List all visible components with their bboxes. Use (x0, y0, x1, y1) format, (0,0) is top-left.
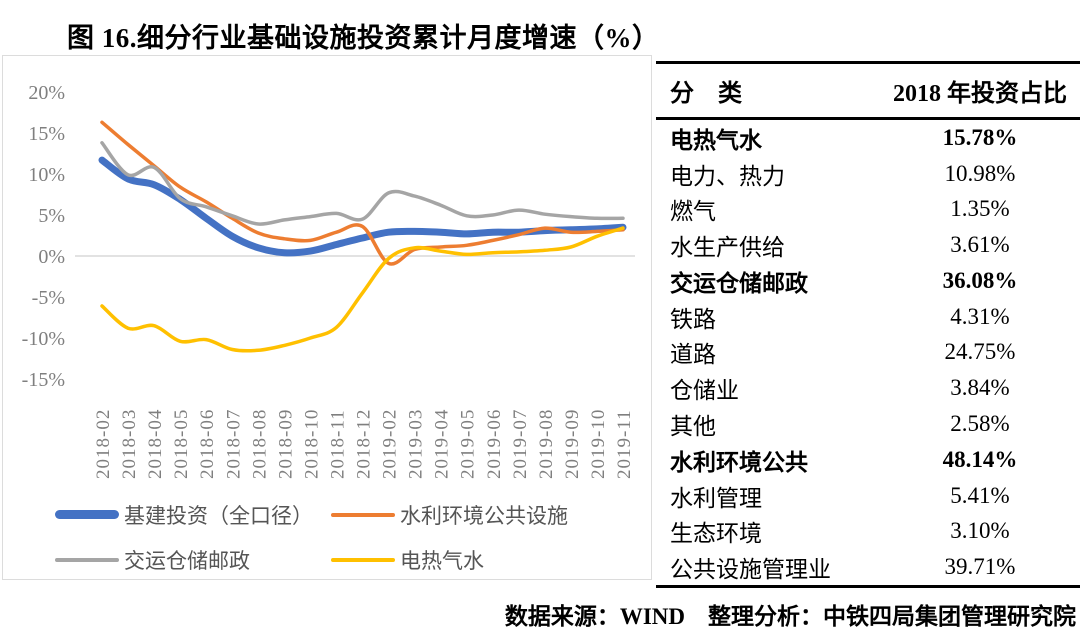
x-tick-label: 2018-04 (145, 409, 166, 479)
growth-line-chart-panel: 20% 15% 10% 5% 0% -5% -10% -15% 2018-02 2018-03 20… (2, 55, 652, 580)
share-cell: 36.08% (942, 267, 1018, 293)
table-row: 铁路 4.31% (656, 299, 1080, 335)
x-tick-label: 2018-02 (93, 409, 114, 479)
table-row: 道路 24.75% (656, 335, 1080, 371)
x-tick-label: 2019-02 (380, 409, 401, 479)
series-line-1 (100, 120, 625, 266)
x-tick-label: 2018-11 (327, 409, 348, 479)
share-cell: 2.58% (950, 411, 1010, 436)
share-cell: 24.75% (944, 339, 1016, 365)
legend-label: 基建投资（全口径） (124, 503, 313, 528)
chart-legend: 基建投资（全口径） 水利环境公共设施交运仓储邮政 电热气水 (55, 497, 568, 577)
investment-share-table: 分 类 2018 年投资占比 电热气水 15.78% 电力、热力 10.98% 燃气 1.… (656, 61, 1080, 588)
table-row: 生态环境 3.10% (656, 513, 1080, 549)
y-tick-label: -15% (22, 369, 65, 391)
legend-item-0: 基建投资（全口径） (55, 497, 331, 532)
share-cell: 39.71% (944, 554, 1016, 580)
x-tick-label: 2018-09 (275, 409, 296, 479)
figure-title: 图 16.细分行业基础设施投资累计月度增速（%） (67, 23, 660, 53)
table-row: 仓储业 3.84% (656, 370, 1080, 406)
table-body: 电热气水 15.78% 电力、热力 10.98% 燃气 1.35% 水生产供给 3.61% 交运… (656, 120, 1080, 585)
table-header-share: 2018 年投资占比 (893, 81, 1067, 107)
x-tick-label: 2019-07 (510, 409, 531, 479)
share-cell: 3.61% (950, 232, 1010, 258)
legend-label: 交运仓储邮政 (124, 548, 250, 573)
legend-swatch-icon (55, 557, 119, 562)
legend-swatch-icon (55, 510, 119, 519)
x-tick-label: 2019-05 (458, 409, 479, 479)
table-header-row: 分 类 2018 年投资占比 (656, 64, 1080, 120)
x-tick-label: 2019-09 (562, 409, 583, 479)
legend-item-1: 水利环境公共设施 (331, 497, 568, 532)
table-row: 电热气水 15.78% (656, 120, 1080, 156)
category-cell: 公共设施管理业 (670, 557, 831, 583)
x-tick-label: 2018-05 (171, 409, 192, 479)
x-tick-label: 2018-12 (354, 409, 375, 479)
series-line-0 (98, 156, 627, 257)
category-cell: 生态环境 (670, 521, 762, 547)
table-row: 水生产供给 3.61% (656, 227, 1080, 263)
share-cell: 3.84% (950, 375, 1010, 401)
series-line-2 (100, 141, 625, 226)
share-cell: 10.98% (944, 160, 1016, 186)
share-cell: 15.78% (942, 124, 1018, 150)
legend-swatch-icon (331, 512, 395, 517)
category-cell: 仓储业 (670, 378, 739, 404)
x-tick-label: 2018-06 (197, 409, 218, 479)
category-cell: 铁路 (670, 306, 716, 332)
y-tick-label: 10% (28, 164, 65, 186)
share-cell: 1.35% (950, 196, 1010, 222)
category-cell: 其他 (670, 414, 716, 439)
x-tick-label: 2019-08 (536, 409, 557, 479)
table-row: 水利管理 5.41% (656, 478, 1080, 514)
legend-item-2: 交运仓储邮政 (55, 542, 331, 577)
x-tick-label: 2018-10 (301, 409, 322, 479)
category-cell: 电力、热力 (670, 163, 785, 189)
table-row: 其他 2.58% (656, 406, 1080, 442)
category-cell: 水生产供给 (670, 235, 785, 261)
legend-label: 电热气水 (400, 548, 484, 573)
legend-swatch-icon (331, 557, 395, 562)
table-row: 水利环境公共 48.14% (656, 442, 1080, 478)
share-cell: 4.31% (950, 303, 1010, 329)
category-cell: 电热气水 (670, 127, 762, 153)
legend-label: 水利环境公共设施 (400, 503, 568, 528)
y-tick-label: 5% (38, 205, 65, 227)
category-cell: 燃气 (670, 199, 716, 225)
table-row: 燃气 1.35% (656, 192, 1080, 228)
y-tick-label: 0% (38, 246, 65, 268)
x-tick-label: 2019-11 (614, 409, 635, 479)
series-line-3 (100, 226, 625, 353)
x-tick-label: 2019-06 (484, 409, 505, 479)
share-cell: 3.10% (950, 518, 1010, 544)
x-tick-label: 2018-08 (249, 409, 270, 479)
line-chart: 20%15%10%5%0%-5%-10%-15%2018-02 2018-03 20… (22, 82, 635, 479)
share-cell: 5.41% (950, 482, 1010, 508)
y-tick-label: 15% (28, 123, 65, 145)
category-cell: 交运仓储邮政 (670, 270, 808, 296)
legend-item-3: 电热气水 (331, 542, 568, 577)
table-row: 交运仓储邮政 36.08% (656, 263, 1080, 299)
y-tick-label: 20% (28, 82, 65, 104)
table-header-category: 分 类 (670, 81, 742, 107)
y-tick-label: -5% (32, 287, 65, 309)
category-cell: 水利管理 (670, 485, 762, 511)
x-tick-label: 2019-03 (406, 409, 427, 479)
share-cell: 48.14% (942, 446, 1018, 472)
x-tick-label: 2019-04 (432, 409, 453, 479)
y-tick-label: -10% (22, 328, 65, 350)
figure-footnote: 数据来源：WIND 整理分析：中铁四局集团管理研究院 (504, 604, 1076, 629)
x-tick-label: 2019-10 (588, 409, 609, 479)
table-row: 公共设施管理业 39.71% (656, 549, 1080, 585)
table-row: 电力、热力 10.98% (656, 156, 1080, 192)
x-tick-label: 2018-03 (119, 409, 140, 479)
category-cell: 水利环境公共 (670, 449, 808, 475)
category-cell: 道路 (670, 342, 716, 368)
x-tick-label: 2018-07 (223, 409, 244, 479)
